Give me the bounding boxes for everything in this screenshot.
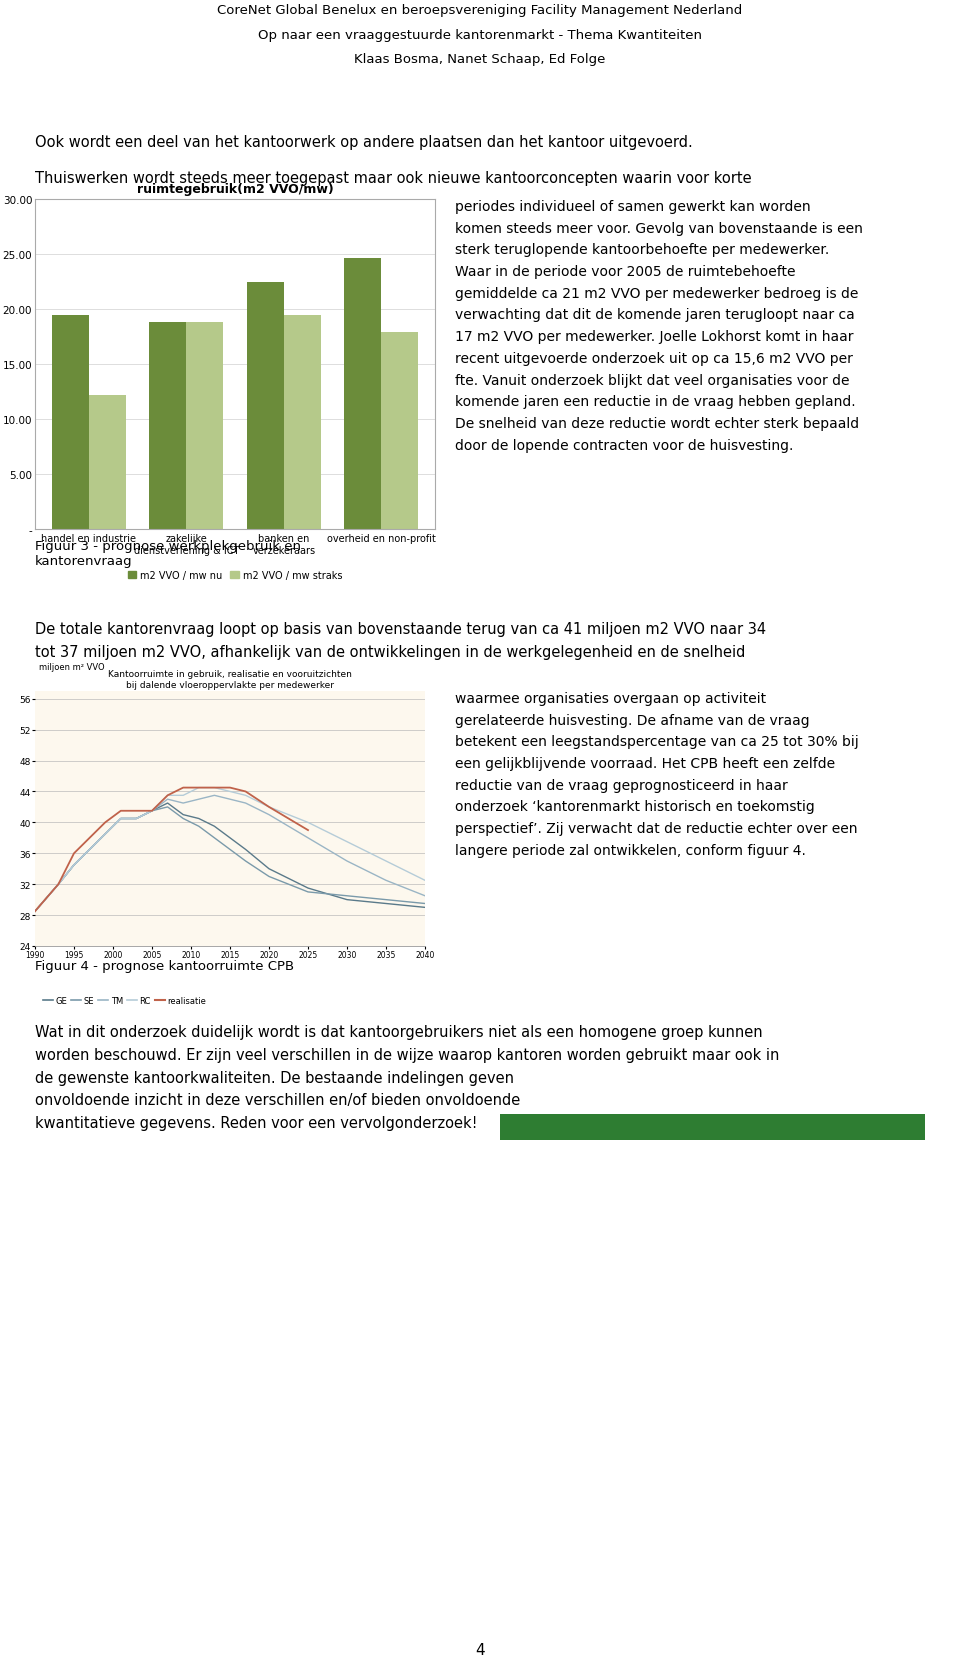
- Bar: [381, 333, 419, 529]
- Text: waarmee organisaties overgaan op activiteit
gerelateerde huisvesting. De afname : waarmee organisaties overgaan op activit…: [455, 692, 859, 857]
- Text: miljoen m² VVO: miljoen m² VVO: [39, 662, 105, 672]
- Text: Figuur 3 - prognose werkplekgebruik en
kantorenvraag: Figuur 3 - prognose werkplekgebruik en k…: [35, 539, 301, 568]
- Bar: [247, 282, 284, 529]
- Text: DIVERSITY: DIVERSITY: [597, 1173, 828, 1211]
- Text: periodes individueel of samen gewerkt kan worden
komen steeds meer voor. Gevolg : periodes individueel of samen gewerkt ka…: [455, 200, 863, 452]
- Bar: [88, 395, 126, 529]
- Text: CoreNet Global Benelux en beroepsvereniging Facility Management Nederland: CoreNet Global Benelux en beroepsverenig…: [217, 3, 743, 17]
- Text: De totale kantorenvraag loopt op basis van bovenstaande terug van ca 41 miljoen : De totale kantorenvraag loopt op basis v…: [35, 622, 766, 660]
- Text: Ook wordt een deel van het kantoorwerk op andere plaatsen dan het kantoor uitgev: Ook wordt een deel van het kantoorwerk o…: [35, 134, 693, 150]
- Bar: [509, 1142, 917, 1238]
- Bar: [52, 316, 88, 529]
- Text: Op naar een vraaggestuurde kantorenmarkt - Thema Kwantiteiten: Op naar een vraaggestuurde kantorenmarkt…: [258, 29, 702, 42]
- Text: Thuiswerken wordt steeds meer toegepast maar ook nieuwe kantoorconcepten waarin : Thuiswerken wordt steeds meer toegepast …: [35, 171, 752, 186]
- Text: Klaas Bosma, Nanet Schaap, Ed Folge: Klaas Bosma, Nanet Schaap, Ed Folge: [354, 52, 606, 66]
- Legend: GE, SE, TM, RC, realisatie: GE, SE, TM, RC, realisatie: [39, 993, 209, 1008]
- Bar: [345, 259, 381, 529]
- Text: Figuur 4 - prognose kantoorruimte CPB: Figuur 4 - prognose kantoorruimte CPB: [35, 959, 294, 973]
- Bar: [149, 323, 186, 529]
- Title: ruimtegebruik(m2 VVO/mw): ruimtegebruik(m2 VVO/mw): [136, 183, 333, 197]
- Text: 4: 4: [475, 1643, 485, 1658]
- Bar: [500, 1114, 925, 1141]
- Bar: [186, 323, 224, 529]
- Bar: [284, 316, 321, 529]
- Legend: m2 VVO / mw nu, m2 VVO / mw straks: m2 VVO / mw nu, m2 VVO / mw straks: [124, 566, 347, 585]
- Text: Wat in dit onderzoek duidelijk wordt is dat kantoorgebruikers niet als een homog: Wat in dit onderzoek duidelijk wordt is …: [35, 1025, 780, 1131]
- Title: Kantoorruimte in gebruik, realisatie en vooruitzichten
bij dalende vloeroppervla: Kantoorruimte in gebruik, realisatie en …: [108, 670, 352, 689]
